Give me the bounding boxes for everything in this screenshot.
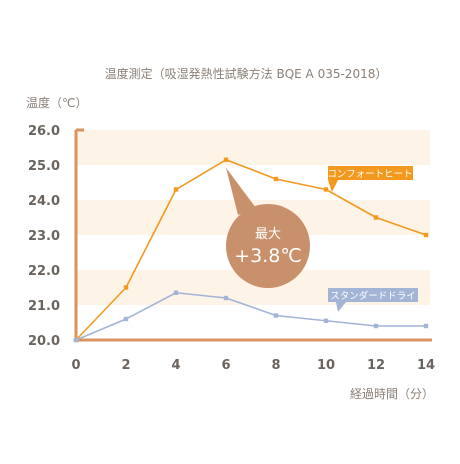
data-point <box>273 313 279 318</box>
x-tick-label: 12 <box>367 358 385 373</box>
x-tick-label: 0 <box>71 358 80 373</box>
x-tick-label: 4 <box>171 358 180 373</box>
x-tick-label: 6 <box>221 358 230 373</box>
y-tick-label: 22.0 <box>28 264 60 279</box>
data-point <box>423 323 429 329</box>
y-tick-labels: 20.0 21.0 22.0 23.0 24.0 25.0 26.0 <box>28 124 60 349</box>
data-point <box>373 323 379 329</box>
x-tick-label: 8 <box>271 358 280 373</box>
annotation-pointer <box>226 167 256 215</box>
y-tick-label: 20.0 <box>28 334 60 349</box>
series-tag-heat <box>328 166 413 192</box>
y-axis-label: 温度（℃） <box>26 95 87 110</box>
series-line-2 <box>75 291 426 341</box>
annotation-line2: +3.8℃ <box>234 245 301 267</box>
x-tick-label: 14 <box>417 358 435 373</box>
grid-band <box>76 130 430 165</box>
data-point <box>323 187 329 192</box>
annotation-bubble <box>226 204 310 288</box>
x-tick-labels: 0 2 4 6 8 10 12 14 <box>71 358 435 373</box>
y-tick-label: 24.0 <box>28 194 60 209</box>
series-line-1 <box>75 158 427 341</box>
x-axis-label: 経過時間（分） <box>350 387 434 401</box>
annotation-line1: 最大 <box>255 227 281 242</box>
y-tick-label: 23.0 <box>28 229 60 244</box>
x-tick-label: 10 <box>317 358 335 373</box>
data-point <box>223 295 229 301</box>
x-tick-label: 2 <box>121 358 130 373</box>
data-point <box>123 316 129 322</box>
data-point <box>223 157 229 162</box>
y-tick-label: 21.0 <box>28 299 60 314</box>
axes <box>74 128 432 342</box>
y-tick-label: 25.0 <box>28 159 60 174</box>
data-point <box>73 337 79 343</box>
series-group <box>73 157 429 343</box>
series-tag-dry <box>328 288 418 312</box>
chart-title: 温度測定（吸湿発熱性試験方法 BQE A 035-2018） <box>105 66 388 81</box>
data-point <box>373 215 379 220</box>
data-point <box>173 187 179 192</box>
data-point <box>123 285 129 290</box>
series-label-dry: スタンダードドライ <box>330 290 416 302</box>
data-point <box>173 290 179 295</box>
data-point <box>423 232 429 238</box>
series-label-heat: コンフォートヒート <box>327 169 412 180</box>
data-point <box>323 318 329 323</box>
max-annotation: 最大 +3.8℃ <box>226 167 310 288</box>
data-point <box>273 176 279 182</box>
y-tick-label: 26.0 <box>28 124 60 139</box>
